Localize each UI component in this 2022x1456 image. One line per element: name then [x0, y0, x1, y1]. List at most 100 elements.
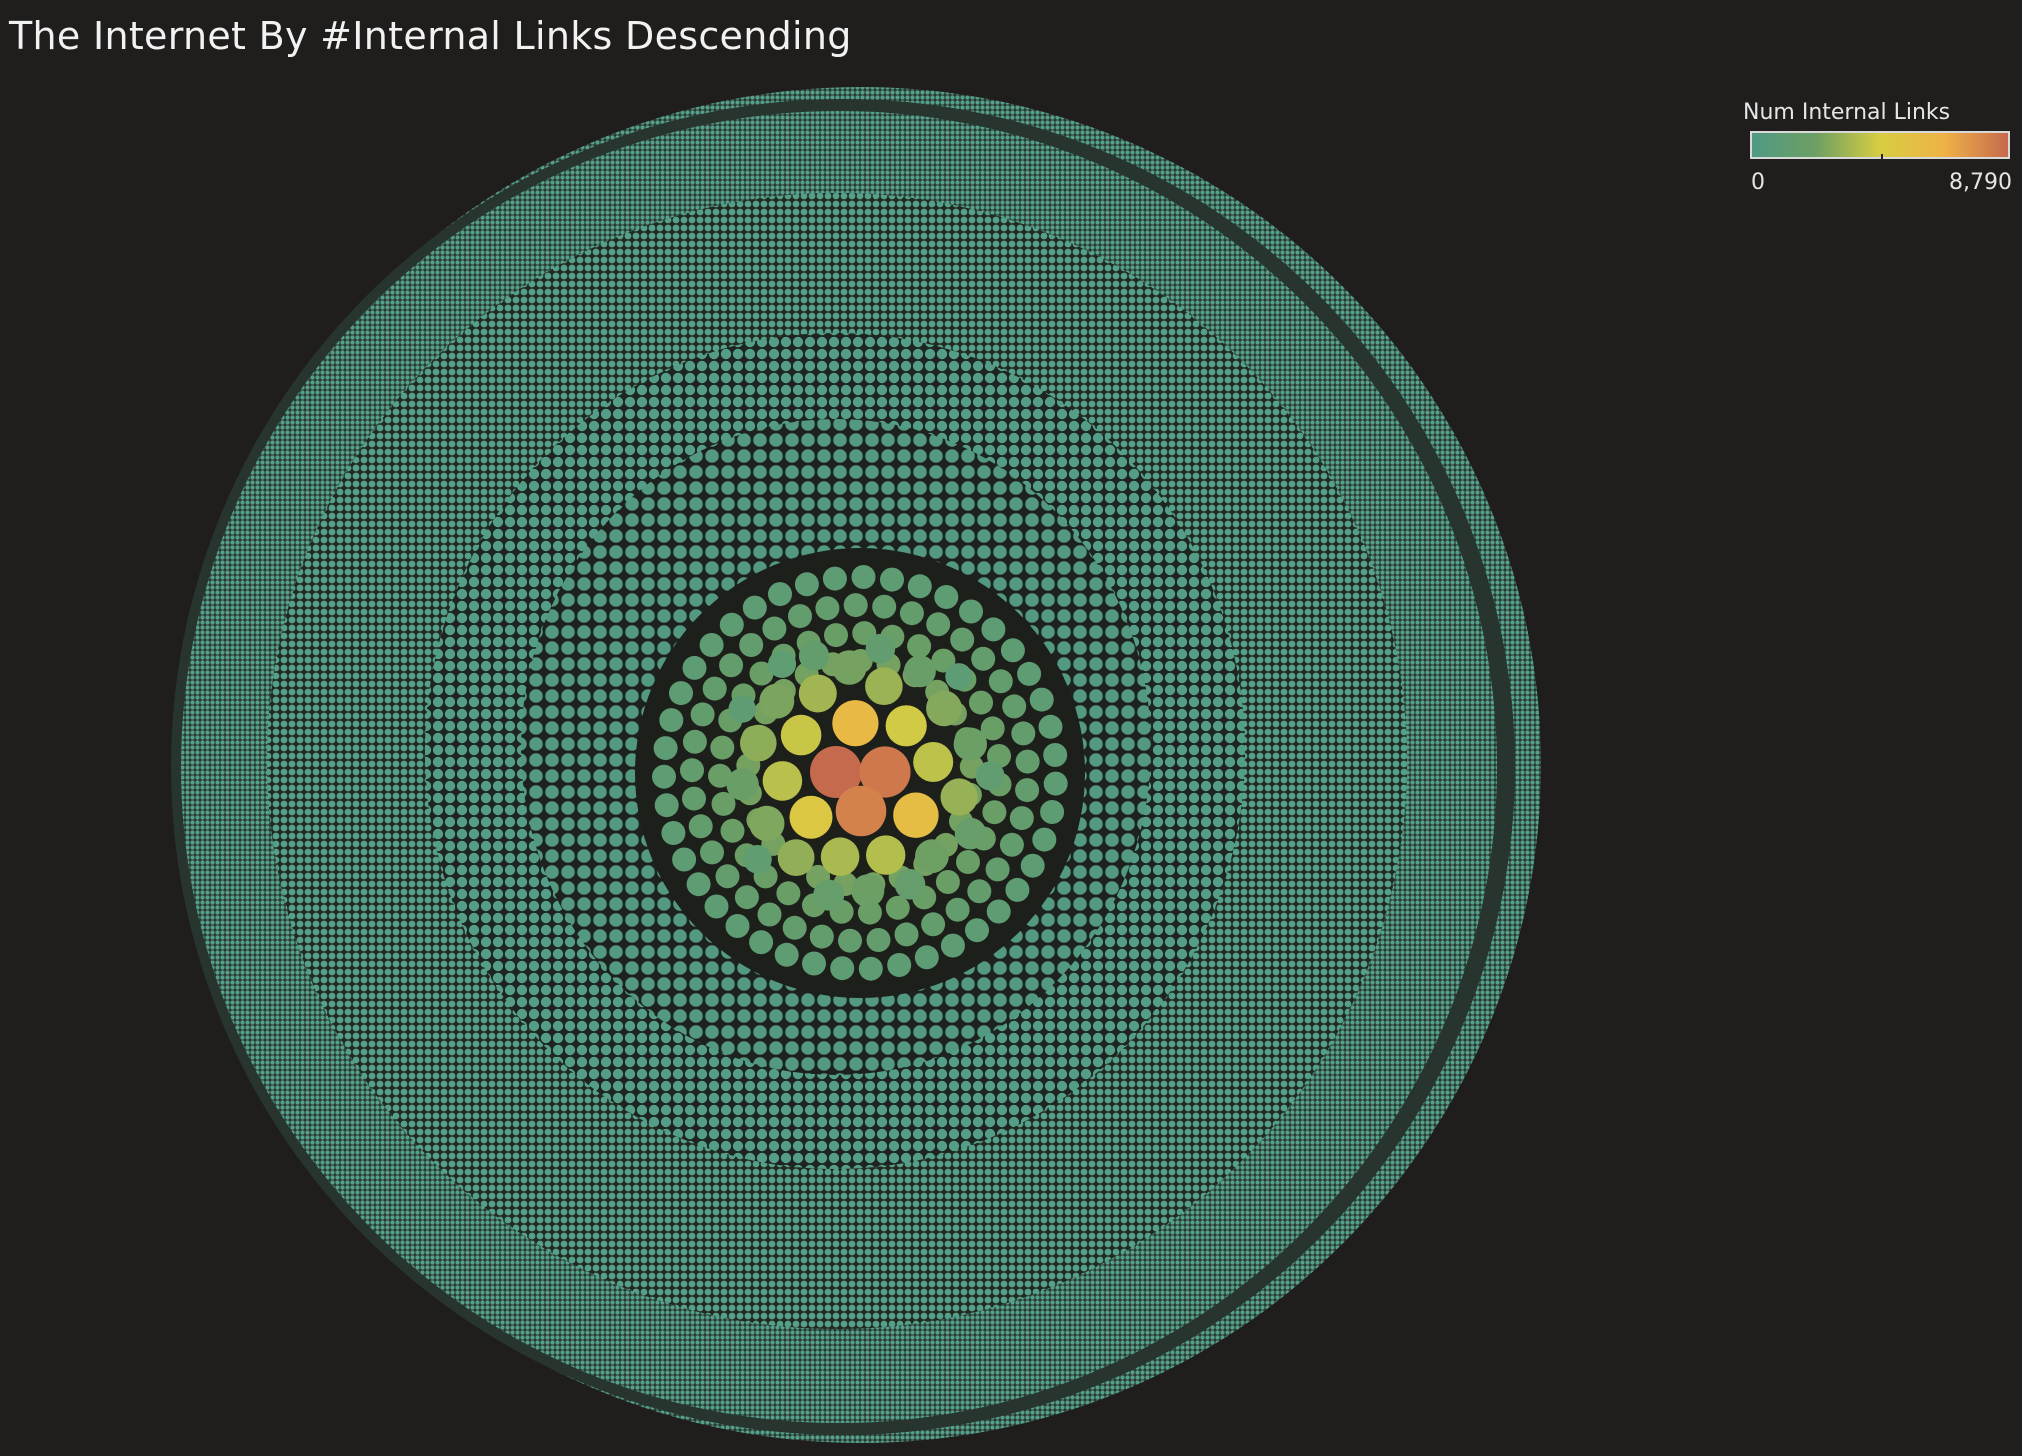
bubble-2600[interactable] [915, 839, 949, 874]
bubble[interactable] [688, 814, 713, 839]
bubble[interactable] [885, 895, 910, 920]
bubble-1800[interactable] [798, 640, 830, 671]
bubble[interactable] [935, 870, 960, 894]
bubble-2500[interactable] [953, 727, 987, 761]
bubble[interactable] [700, 840, 724, 865]
bubble[interactable] [965, 918, 989, 943]
bubble[interactable] [981, 617, 1006, 642]
bubble-2800[interactable] [832, 650, 867, 685]
bubble[interactable] [971, 646, 996, 671]
bubble-8200[interactable] [835, 785, 887, 837]
bubble[interactable] [1043, 771, 1068, 796]
bubble[interactable] [704, 894, 729, 919]
bubble[interactable] [661, 821, 686, 845]
bubble[interactable] [686, 872, 711, 897]
bubble[interactable] [776, 881, 801, 906]
bubble[interactable] [734, 885, 759, 910]
bubble-4300[interactable] [913, 742, 954, 782]
bubble[interactable] [907, 634, 932, 659]
bubble-2100[interactable] [954, 817, 987, 850]
bubble[interactable] [851, 565, 876, 589]
bubble[interactable] [669, 681, 693, 706]
bubble-3100[interactable] [926, 690, 962, 727]
bubble-1700[interactable] [865, 633, 896, 664]
bubble[interactable] [682, 729, 707, 754]
bubble[interactable] [699, 633, 724, 657]
bubble[interactable] [708, 763, 732, 788]
bubble[interactable] [654, 793, 679, 818]
bubble[interactable] [774, 942, 799, 967]
bubble[interactable] [749, 930, 774, 955]
bubble[interactable] [907, 574, 932, 599]
bubble-4500[interactable] [780, 714, 822, 756]
bubble-3900[interactable] [820, 837, 860, 876]
bubble[interactable] [815, 596, 840, 621]
bubble[interactable] [757, 902, 782, 927]
bubble[interactable] [715, 864, 740, 889]
bubble[interactable] [719, 612, 744, 637]
bubble-3300[interactable] [740, 724, 777, 762]
bubble[interactable] [1005, 877, 1030, 902]
bubble[interactable] [899, 601, 924, 626]
bubble[interactable] [680, 758, 704, 783]
bubble[interactable] [858, 956, 883, 981]
bubble[interactable] [702, 676, 727, 701]
bubble[interactable] [872, 594, 897, 619]
bubble-8790[interactable] [810, 746, 862, 798]
bubble[interactable] [999, 832, 1024, 857]
bubble[interactable] [1038, 714, 1063, 739]
bubble[interactable] [788, 604, 812, 629]
bubble[interactable] [739, 633, 764, 657]
bubble[interactable] [1015, 749, 1040, 774]
bubble-1600[interactable] [975, 761, 1005, 791]
bubble[interactable] [956, 850, 980, 874]
bubble-5300[interactable] [789, 795, 833, 839]
bubble[interactable] [725, 914, 750, 938]
bubble[interactable] [1000, 638, 1025, 663]
bubble-2400[interactable] [851, 874, 885, 908]
bubble[interactable] [887, 953, 912, 977]
bubble-1500[interactable] [743, 845, 772, 874]
bubble[interactable] [926, 612, 951, 637]
bubble-8450[interactable] [859, 746, 911, 798]
bubble[interactable] [959, 599, 983, 624]
bubble[interactable] [711, 791, 736, 816]
bubble[interactable] [969, 690, 993, 715]
bubble[interactable] [866, 928, 891, 952]
bubble[interactable] [1017, 661, 1042, 686]
bubble[interactable] [652, 764, 676, 789]
bubble-3700[interactable] [798, 674, 837, 713]
bubble-2900[interactable] [759, 683, 795, 719]
bubble[interactable] [749, 661, 774, 686]
bubble[interactable] [802, 951, 826, 976]
bubble[interactable] [653, 736, 678, 761]
bubble[interactable] [768, 582, 792, 607]
bubble-1400[interactable] [768, 650, 797, 678]
bubble[interactable] [940, 933, 965, 958]
bubble[interactable] [824, 623, 848, 648]
bubble-2300[interactable] [726, 768, 759, 801]
bubble[interactable] [950, 627, 975, 652]
bubble[interactable] [1029, 687, 1054, 712]
bubble[interactable] [672, 847, 697, 872]
bubble[interactable] [682, 786, 706, 811]
bubble[interactable] [982, 800, 1007, 825]
bubble[interactable] [742, 595, 767, 620]
bubble[interactable] [1040, 800, 1065, 824]
bubble[interactable] [719, 653, 744, 678]
bubble[interactable] [794, 572, 819, 597]
bubble[interactable] [1009, 806, 1034, 831]
bubble-1900[interactable] [894, 869, 926, 900]
bubble[interactable] [1011, 721, 1036, 746]
bubble[interactable] [986, 899, 1011, 924]
bubble-2200[interactable] [903, 655, 936, 688]
bubble[interactable] [1043, 743, 1068, 767]
bubble-2000[interactable] [813, 879, 845, 911]
bubble[interactable] [659, 708, 684, 733]
bubble[interactable] [921, 912, 946, 937]
bubble-4200[interactable] [762, 761, 803, 801]
bubble-6100[interactable] [893, 792, 939, 838]
bubble-6400[interactable] [832, 700, 879, 747]
bubble[interactable] [980, 716, 1005, 741]
bubble[interactable] [1032, 827, 1057, 852]
